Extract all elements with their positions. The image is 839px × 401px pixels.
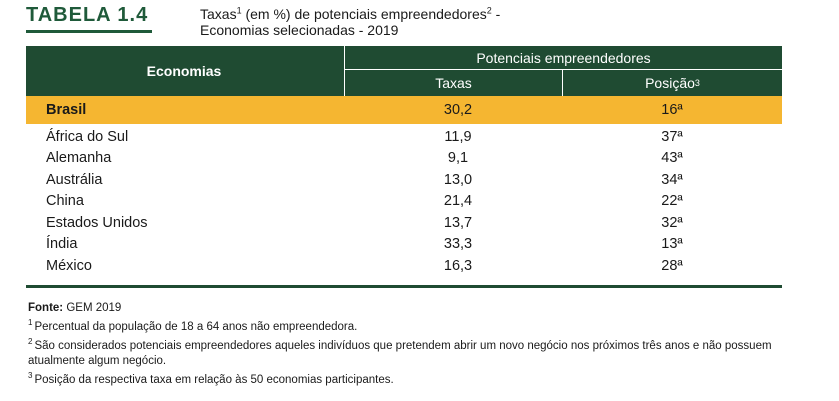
table-row: Alemanha 9,1 43ª xyxy=(26,148,782,170)
table-label-underline xyxy=(26,30,152,33)
table-header: TABELA 1.4 Taxas1 (em %) de potenciais e… xyxy=(26,4,816,44)
table-label: TABELA 1.4 xyxy=(26,4,149,26)
table-row: Índia 33,3 13ª xyxy=(26,234,782,256)
caption-sup1: 1 xyxy=(236,5,242,16)
row-name: México xyxy=(46,257,92,274)
caption-part2: (em %) de potenciais empreendedores xyxy=(241,6,487,22)
row-rate: 30,2 xyxy=(443,102,473,118)
footnote-1-num: 1 xyxy=(28,318,33,328)
table-footer: Fonte: GEM 2019 1 Percentual da população… xyxy=(28,301,798,392)
table-row: Austrália 13,0 34ª xyxy=(26,169,782,191)
row-rate: 16,3 xyxy=(443,257,473,274)
data-table: Economias Potenciais empreendedores Taxa… xyxy=(26,46,782,288)
row-rate: 33,3 xyxy=(443,236,473,253)
source-label: Fonte: xyxy=(28,302,64,314)
footnote-3-num: 3 xyxy=(28,371,33,381)
row-rate: 13,7 xyxy=(443,214,473,231)
row-pos: 34ª xyxy=(661,171,683,188)
footnote-2-num: 2 xyxy=(28,337,33,347)
row-name: Brasil xyxy=(46,102,87,118)
table-row: México 16,3 28ª xyxy=(26,255,782,277)
footnote-3-text: Posição da respectiva taxa em relação às… xyxy=(34,374,394,386)
row-rate: 13,0 xyxy=(443,171,473,188)
row-rate: 21,4 xyxy=(443,193,473,210)
row-name: Alemanha xyxy=(46,150,112,167)
footnote-1-text: Percentual da população de 18 a 64 anos … xyxy=(34,321,358,333)
caption-line2: Economias selecionadas - 2019 xyxy=(200,22,399,38)
source-value: GEM 2019 xyxy=(63,302,122,314)
row-pos: 13ª xyxy=(661,236,683,253)
row-name: Austrália xyxy=(46,171,103,188)
table-bottom-rule xyxy=(26,284,782,288)
header-economias: Economias xyxy=(146,63,222,79)
row-pos: 22ª xyxy=(661,193,683,210)
table-row: China 21,4 22ª xyxy=(26,191,782,213)
table-caption: Taxas1 (em %) de potenciais empreendedor… xyxy=(200,6,620,38)
table-row: Estados Unidos 13,7 32ª xyxy=(26,212,782,234)
table-head: Economias Potenciais empreendedores Taxa… xyxy=(26,46,782,96)
row-rate: 9,1 xyxy=(447,150,469,167)
row-name: África do Sul xyxy=(46,128,129,145)
table-row: África do Sul 11,9 37ª xyxy=(26,126,782,148)
header-taxas: Taxas xyxy=(344,70,562,96)
source-line: Fonte: GEM 2019 xyxy=(28,301,798,316)
footnote-3: 3 Posição da respectiva taxa em relação à… xyxy=(28,371,798,388)
row-pos: 32ª xyxy=(661,214,683,231)
caption-sup2: 2 xyxy=(486,5,492,16)
header-group: Potenciais empreendedores xyxy=(344,46,782,70)
row-pos: 28ª xyxy=(661,257,683,274)
row-pos: 43ª xyxy=(661,150,683,167)
table-row-brasil: Brasil 30,2 16ª xyxy=(26,96,782,124)
row-name: Índia xyxy=(46,236,78,253)
caption-part1: Taxas xyxy=(200,6,237,22)
footnote-2-text: São considerados potenciais empreendedor… xyxy=(28,340,772,367)
footnote-2: 2 São considerados potenciais empreendedo… xyxy=(28,337,798,369)
header-posicao-label: Posição xyxy=(645,75,695,91)
footnote-1: 1 Percentual da população de 18 a 64 anos… xyxy=(28,318,798,335)
row-rate: 11,9 xyxy=(444,128,472,145)
row-pos: 37ª xyxy=(661,128,683,145)
row-pos: 16ª xyxy=(661,102,683,118)
row-name: China xyxy=(46,193,84,210)
row-name: Estados Unidos xyxy=(46,214,148,231)
caption-part3: - xyxy=(491,6,501,22)
header-posicao: Posição 3 xyxy=(562,70,782,96)
